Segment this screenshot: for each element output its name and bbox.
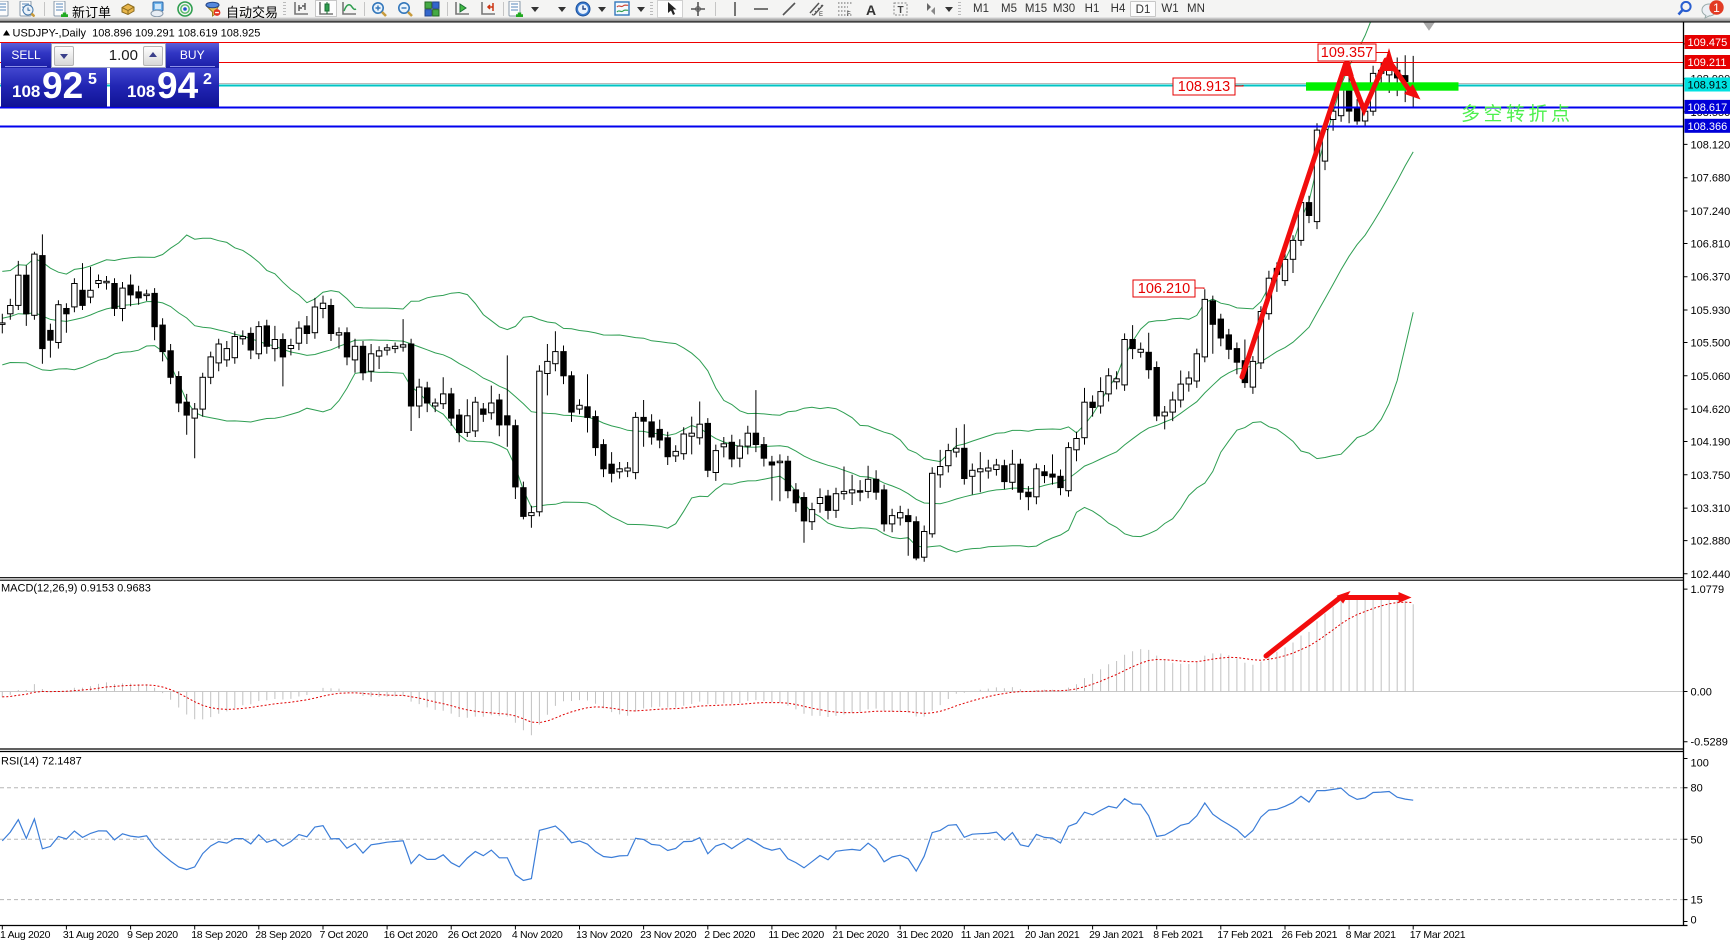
svg-text:4 Nov 2020: 4 Nov 2020	[512, 929, 563, 941]
svg-text:106.810: 106.810	[1691, 239, 1730, 251]
svg-text:109.211: 109.211	[1688, 57, 1727, 69]
svg-text:107.680: 107.680	[1691, 173, 1730, 185]
svg-text:-0.5289: -0.5289	[1691, 737, 1728, 749]
svg-text:T: T	[898, 5, 904, 16]
svg-text:17 Feb 2021: 17 Feb 2021	[1217, 929, 1273, 941]
svg-text:23 Nov 2020: 23 Nov 2020	[640, 929, 697, 941]
svg-text:17 Mar 2021: 17 Mar 2021	[1410, 929, 1466, 941]
svg-text:1: 1	[1713, 1, 1720, 15]
svg-text:2 Dec 2020: 2 Dec 2020	[704, 929, 755, 941]
svg-text:18 Sep 2020: 18 Sep 2020	[191, 929, 248, 941]
svg-text:105.060: 105.060	[1691, 371, 1730, 383]
svg-text:21 Dec 2020: 21 Dec 2020	[833, 929, 890, 941]
svg-text:103.310: 103.310	[1691, 503, 1730, 515]
svg-text:1 Aug 2020: 1 Aug 2020	[0, 929, 51, 941]
svg-text:105.500: 105.500	[1691, 338, 1730, 350]
svg-text:8 Mar 2021: 8 Mar 2021	[1346, 929, 1397, 941]
svg-text:USDJPY-,Daily 108.896 109.291: USDJPY-,Daily 108.896 109.291 108.619 10…	[13, 28, 261, 40]
svg-text:9 Sep 2020: 9 Sep 2020	[127, 929, 178, 941]
svg-text:11 Dec 2020: 11 Dec 2020	[768, 929, 824, 941]
svg-text:106.210: 106.210	[1138, 281, 1190, 297]
svg-text:0: 0	[1691, 915, 1697, 927]
svg-text:103.750: 103.750	[1691, 470, 1730, 482]
svg-text:MACD(12,26,9) 0.9153 0.9683: MACD(12,26,9) 0.9153 0.9683	[1, 583, 151, 595]
svg-text:15: 15	[1691, 895, 1703, 907]
svg-text:28 Sep 2020: 28 Sep 2020	[255, 929, 312, 941]
svg-text:31 Dec 2020: 31 Dec 2020	[897, 929, 954, 941]
svg-text:106.370: 106.370	[1691, 272, 1730, 284]
svg-text:107.240: 107.240	[1691, 206, 1730, 218]
svg-text:104.190: 104.190	[1691, 437, 1730, 449]
svg-text:102.880: 102.880	[1691, 536, 1730, 548]
svg-text:13 Nov 2020: 13 Nov 2020	[576, 929, 633, 941]
svg-text:105.930: 105.930	[1691, 305, 1730, 317]
svg-text:50: 50	[1691, 834, 1703, 846]
svg-text:26 Feb 2021: 26 Feb 2021	[1282, 929, 1338, 941]
svg-text:7 Oct 2020: 7 Oct 2020	[320, 929, 369, 941]
svg-text:108.617: 108.617	[1688, 102, 1728, 114]
svg-text:80: 80	[1691, 783, 1703, 795]
svg-text:1.0779: 1.0779	[1691, 584, 1725, 596]
svg-text:104.620: 104.620	[1691, 404, 1730, 416]
svg-text:0.00: 0.00	[1691, 687, 1712, 699]
svg-text:100: 100	[1691, 758, 1709, 770]
svg-text:108.366: 108.366	[1688, 121, 1728, 133]
svg-text:11 Jan 2021: 11 Jan 2021	[961, 929, 1015, 941]
svg-text:8 Feb 2021: 8 Feb 2021	[1153, 929, 1204, 941]
svg-text:108.913: 108.913	[1688, 80, 1728, 92]
svg-text:16 Oct 2020: 16 Oct 2020	[384, 929, 438, 941]
svg-text:RSI(14) 72.1487: RSI(14) 72.1487	[1, 756, 82, 768]
svg-text:108.120: 108.120	[1691, 139, 1730, 151]
svg-text:29 Jan 2021: 29 Jan 2021	[1089, 929, 1144, 941]
svg-text:102.440: 102.440	[1691, 569, 1730, 581]
svg-text:26 Oct 2020: 26 Oct 2020	[448, 929, 502, 941]
svg-text:108.913: 108.913	[1178, 79, 1230, 95]
svg-text:E: E	[819, 12, 823, 17]
svg-text:109.357: 109.357	[1321, 45, 1373, 61]
svg-text:F: F	[847, 12, 851, 17]
svg-text:109.475: 109.475	[1688, 37, 1728, 49]
svg-text:31 Aug 2020: 31 Aug 2020	[63, 929, 119, 941]
svg-text:多空转折点: 多空转折点	[1461, 103, 1574, 125]
svg-text:20 Jan 2021: 20 Jan 2021	[1025, 929, 1080, 941]
